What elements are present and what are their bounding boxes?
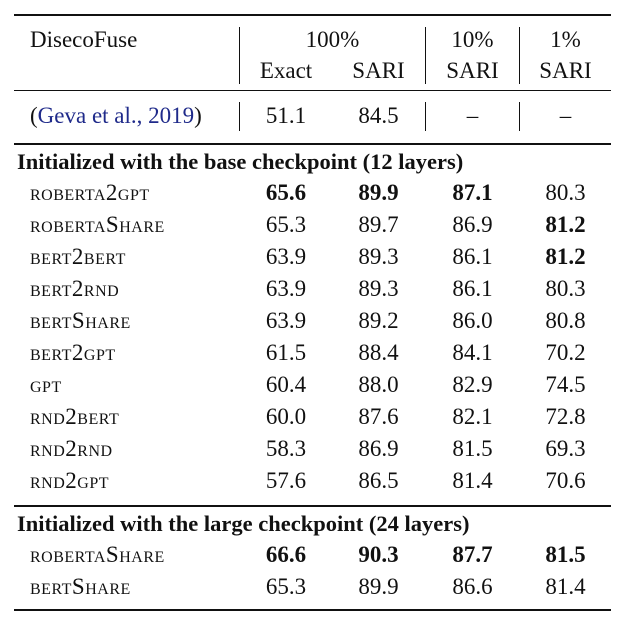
- score-cell: 57.6: [265, 468, 307, 493]
- score-cell: 72.8: [545, 404, 586, 429]
- section-title-base: Initialized with the base checkpoint (12…: [17, 149, 464, 174]
- prior-sari-10: –: [466, 103, 479, 128]
- model-name: bertShare: [30, 308, 131, 333]
- score-cell: 87.1: [452, 180, 493, 205]
- model-name: roberta2gpt: [30, 180, 150, 205]
- score-cell: 63.9: [265, 308, 307, 333]
- score-cell: 81.4: [452, 468, 493, 493]
- score-cell: 65.3: [265, 574, 307, 599]
- score-cell: 88.0: [358, 372, 399, 397]
- score-cell: 86.1: [452, 244, 493, 269]
- open-paren: (: [30, 103, 38, 128]
- score-cell: 80.3: [545, 180, 586, 205]
- prior-vline-1: [239, 102, 240, 131]
- model-name: robertaShare: [30, 542, 165, 567]
- model-name: rnd2bert: [30, 404, 120, 429]
- score-cell: 89.9: [358, 574, 399, 599]
- score-cell: 60.0: [265, 404, 307, 429]
- model-name: robertaShare: [30, 212, 165, 237]
- close-paren: ): [194, 103, 202, 128]
- score-cell: 63.9: [265, 276, 307, 301]
- score-cell: 80.3: [545, 276, 586, 301]
- model-name: bert2gpt: [30, 340, 116, 365]
- score-cell: 88.4: [358, 340, 399, 365]
- score-cell: 81.2: [545, 244, 586, 269]
- score-cell: 81.5: [545, 542, 586, 567]
- score-cell: 70.2: [545, 340, 586, 365]
- prior-sari-100: 84.5: [358, 103, 399, 128]
- prior-work-label: (Geva et al., 2019): [30, 102, 202, 130]
- section-rule: [14, 505, 611, 507]
- score-cell: 81.2: [545, 212, 586, 237]
- model-name: rnd2gpt: [30, 468, 110, 493]
- section-title-large: Initialized with the large checkpoint (2…: [17, 511, 470, 536]
- score-cell: 66.6: [265, 542, 307, 567]
- score-cell: 65.6: [265, 180, 307, 205]
- score-cell: 89.3: [358, 276, 399, 301]
- prior-sari-1: –: [559, 103, 572, 128]
- score-cell: 86.9: [452, 212, 493, 237]
- metric-header-exact: Exact: [259, 58, 313, 83]
- score-cell: 86.1: [452, 276, 493, 301]
- score-cell: 61.5: [265, 340, 307, 365]
- prior-work-rule: [14, 143, 611, 145]
- bottom-rule: [14, 609, 611, 611]
- prior-exact: 51.1: [265, 103, 307, 128]
- score-cell: 82.9: [452, 372, 493, 397]
- model-name: bertShare: [30, 574, 131, 599]
- score-cell: 84.1: [452, 340, 493, 365]
- model-name: bert2rnd: [30, 276, 120, 301]
- header-rule: [14, 90, 611, 91]
- score-cell: 87.6: [358, 404, 399, 429]
- score-cell: 74.5: [545, 372, 586, 397]
- citation-link[interactable]: Geva et al., 2019: [37, 103, 195, 128]
- metric-header-sari-10: SARI: [446, 58, 499, 83]
- score-cell: 90.3: [358, 542, 399, 567]
- model-name: rnd2rnd: [30, 436, 113, 461]
- score-cell: 87.7: [452, 542, 493, 567]
- metric-header-sari-100: SARI: [352, 58, 405, 83]
- prior-vline-2: [425, 102, 426, 131]
- score-cell: 82.1: [452, 404, 493, 429]
- model-name: bert2bert: [30, 244, 126, 269]
- header-vline-1: [239, 27, 240, 84]
- prior-vline-3: [519, 102, 520, 131]
- group-header-100: 100%: [305, 27, 360, 52]
- top-rule: [14, 14, 611, 16]
- score-cell: 81.5: [452, 436, 493, 461]
- score-cell: 86.6: [452, 574, 493, 599]
- score-cell: 86.9: [358, 436, 399, 461]
- score-cell: 86.0: [452, 308, 493, 333]
- header-vline-2: [425, 27, 426, 84]
- group-header-10: 10%: [451, 27, 494, 52]
- score-cell: 89.3: [358, 244, 399, 269]
- group-header-1: 1%: [550, 27, 581, 52]
- dataset-header: DisecoFuse: [30, 27, 138, 52]
- score-cell: 89.7: [358, 212, 399, 237]
- score-cell: 89.2: [358, 308, 399, 333]
- score-cell: 80.8: [545, 308, 586, 333]
- metric-header-sari-1: SARI: [539, 58, 592, 83]
- score-cell: 60.4: [265, 372, 307, 397]
- score-cell: 70.6: [545, 468, 586, 493]
- score-cell: 58.3: [265, 436, 307, 461]
- score-cell: 89.9: [358, 180, 399, 205]
- score-cell: 69.3: [545, 436, 586, 461]
- header-vline-3: [519, 27, 520, 84]
- model-name: gpt: [30, 372, 62, 397]
- score-cell: 65.3: [265, 212, 307, 237]
- score-cell: 81.4: [545, 574, 586, 599]
- score-cell: 63.9: [265, 244, 307, 269]
- score-cell: 86.5: [358, 468, 399, 493]
